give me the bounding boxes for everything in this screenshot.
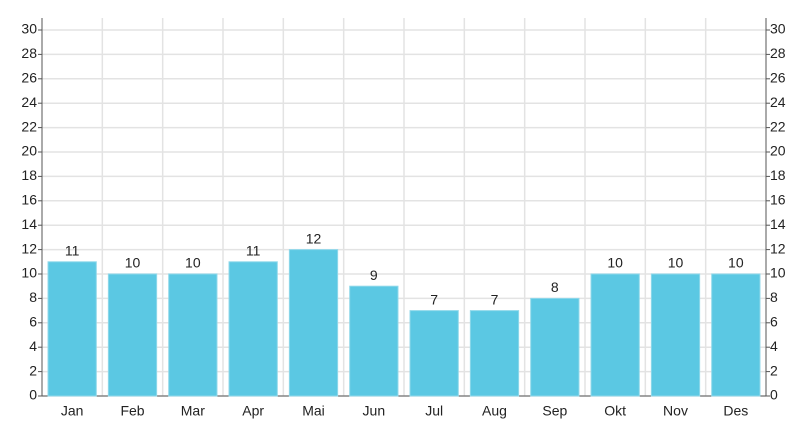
y2-tick-label: 24	[770, 94, 786, 110]
y-tick-label: 4	[29, 338, 37, 354]
value-label: 12	[306, 230, 322, 246]
y-tick-label: 22	[21, 118, 37, 134]
value-label: 7	[430, 291, 438, 307]
x-tick-label: Mar	[181, 403, 205, 419]
y-tick-label: 24	[21, 94, 37, 110]
y2-tick-label: 22	[770, 118, 786, 134]
x-tick-label: Des	[723, 403, 748, 419]
value-label: 8	[551, 279, 559, 295]
x-tick-label: Mai	[302, 403, 325, 419]
y-tick-label: 0	[29, 387, 37, 403]
x-tick-label: Apr	[242, 403, 264, 419]
y2-tick-label: 20	[770, 143, 786, 159]
y2-tick-label: 2	[770, 362, 778, 378]
x-tick-label: Sep	[542, 403, 567, 419]
y2-tick-label: 26	[770, 70, 786, 86]
y2-tick-label: 18	[770, 167, 786, 183]
y-tick-label: 16	[21, 192, 37, 208]
x-tick-label: Okt	[604, 403, 626, 419]
y-tick-label: 18	[21, 167, 37, 183]
y-tick-label: 20	[21, 143, 37, 159]
y-tick-label: 6	[29, 314, 37, 330]
y2-tick-label: 10	[770, 265, 786, 281]
value-label: 10	[185, 255, 201, 271]
bar	[228, 261, 278, 397]
y-tick-label: 2	[29, 362, 37, 378]
y2-tick-label: 12	[770, 240, 786, 256]
y-tick-label: 28	[21, 45, 37, 61]
x-tick-label: Jul	[425, 403, 443, 419]
value-label: 10	[668, 255, 684, 271]
bar	[590, 273, 640, 397]
y-tick-label: 30	[21, 21, 37, 37]
y2-tick-label: 16	[770, 192, 786, 208]
y-tick-label: 12	[21, 240, 37, 256]
value-label: 10	[728, 255, 744, 271]
value-label: 11	[65, 243, 80, 259]
x-tick-label: Jun	[363, 403, 386, 419]
y-tick-label: 10	[21, 265, 37, 281]
value-label: 10	[125, 255, 141, 271]
y2-tick-label: 8	[770, 289, 778, 305]
value-label: 9	[370, 267, 378, 283]
y2-tick-label: 14	[770, 216, 786, 232]
value-label: 11	[246, 243, 261, 259]
y-tick-label: 14	[21, 216, 37, 232]
x-tick-label: Feb	[120, 403, 144, 419]
bar	[650, 273, 701, 397]
y2-tick-label: 28	[770, 45, 786, 61]
bar	[711, 273, 761, 397]
value-label: 7	[491, 291, 499, 307]
bar	[409, 310, 459, 397]
x-tick-label: Aug	[482, 403, 507, 419]
y2-tick-label: 6	[770, 314, 778, 330]
bar	[168, 273, 218, 397]
bar	[469, 310, 520, 397]
x-tick-label: Nov	[663, 403, 688, 419]
x-tick-label: Jan	[61, 403, 84, 419]
y2-tick-label: 0	[770, 387, 778, 403]
y-tick-label: 26	[21, 70, 37, 86]
bar	[107, 273, 158, 397]
bar	[47, 261, 97, 397]
bar	[349, 285, 399, 397]
bar	[530, 297, 580, 397]
y2-tick-label: 4	[770, 338, 778, 354]
y2-tick-label: 30	[770, 21, 786, 37]
bar	[288, 249, 339, 397]
y-tick-label: 8	[29, 289, 37, 305]
value-label: 10	[607, 255, 623, 271]
